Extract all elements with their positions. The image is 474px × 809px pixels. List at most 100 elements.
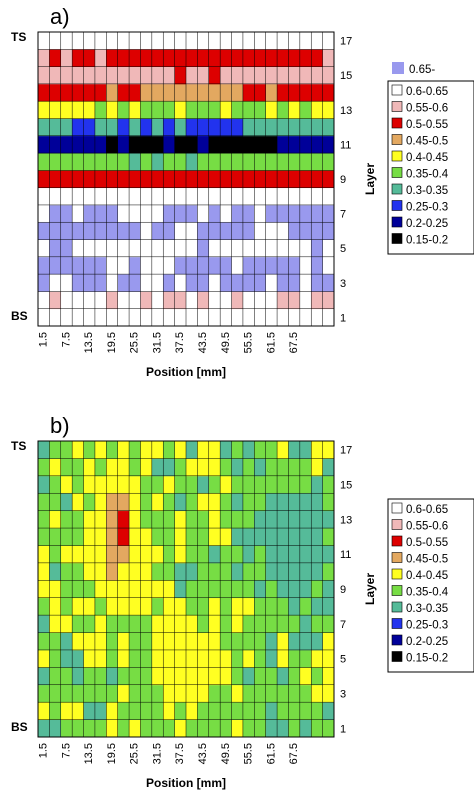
contour-cell: [117, 66, 130, 85]
contour-cell: [38, 580, 50, 599]
contour-cell: [129, 597, 141, 616]
contour-cell: [242, 274, 255, 292]
contour-cell: [72, 101, 84, 119]
legend-box: [387, 80, 474, 255]
contour-cell: [117, 615, 130, 633]
contour-cell: [163, 153, 176, 171]
contour-cell: [311, 83, 324, 102]
contour-cell: [151, 187, 164, 206]
contour-cell: [129, 702, 141, 720]
contour-cell: [311, 684, 324, 703]
contour-cell: [288, 719, 301, 738]
contour-cell: [322, 32, 335, 50]
contour-cell: [163, 528, 176, 546]
contour-cell: [94, 684, 107, 703]
contour-cell: [265, 83, 278, 102]
contour-cell: [151, 153, 164, 171]
contour-cell: [311, 32, 324, 50]
contour-cell: [242, 239, 255, 258]
contour-cell: [220, 274, 232, 292]
contour-cell: [254, 510, 267, 529]
contour-cell: [163, 256, 176, 275]
contour-cell: [151, 274, 164, 292]
contour-cell: [265, 719, 278, 738]
contour-cell: [265, 580, 278, 599]
contour-cell: [197, 187, 210, 206]
contour-cell: [299, 667, 312, 686]
contour-cell: [60, 493, 73, 512]
contour-cell: [49, 222, 62, 240]
contour-cell: [174, 475, 187, 494]
contour-cell: [83, 493, 96, 512]
contour-cell: [140, 475, 153, 494]
y-tick-label: 17: [340, 36, 352, 48]
contour-cell: [254, 719, 267, 738]
contour-cell: [208, 256, 221, 275]
contour-cell: [163, 239, 176, 258]
contour-cell: [106, 66, 119, 85]
contour-cell: [94, 528, 107, 546]
contour-cell: [208, 101, 221, 119]
contour-cell: [265, 615, 278, 633]
contour-cell: [242, 153, 255, 171]
contour-cell: [265, 684, 278, 703]
contour-cell: [38, 475, 50, 494]
contour-cell: [140, 239, 153, 258]
contour-cell: [311, 632, 324, 651]
contour-cell: [208, 649, 221, 668]
contour-cell: [94, 204, 107, 223]
contour-cell: [208, 83, 221, 102]
legend-swatch: [391, 200, 403, 211]
legend: 0.65- 0.6-0.65 0.55-0.6 0.5-0.55 0.45-0.5 0.4…: [387, 62, 474, 255]
contour-cell: [322, 597, 335, 616]
contour-cell: [208, 510, 221, 529]
contour-cell: [151, 49, 164, 67]
contour-cell: [163, 597, 176, 616]
contour-cell: [265, 528, 278, 546]
contour-cell: [83, 222, 96, 240]
contour-cell: [140, 187, 153, 206]
contour-cell: [38, 187, 50, 206]
contour-cell: [151, 719, 164, 738]
legend-swatch: [391, 233, 403, 244]
contour-cell: [322, 702, 335, 720]
contour-cell: [60, 256, 73, 275]
contour-cell: [174, 528, 187, 546]
contour-cell: [117, 719, 130, 738]
contour-cell: [38, 545, 50, 564]
contour-cell: [220, 528, 232, 546]
contour-cell: [83, 66, 96, 85]
contour-cell: [322, 308, 335, 327]
contour-cell: [163, 118, 176, 137]
contour-cell: [38, 308, 50, 327]
contour-cell: [208, 222, 221, 240]
contour-cell: [242, 719, 255, 738]
contour-cell: [117, 510, 130, 529]
contour-cell: [299, 101, 312, 119]
contour-cell: [49, 684, 62, 703]
contour-cell: [220, 170, 232, 189]
contour-cell: [265, 204, 278, 223]
contour-cell: [72, 66, 84, 85]
contour-cell: [265, 441, 278, 459]
contour-cell: [140, 580, 153, 599]
contour-cell: [322, 684, 335, 703]
contour-cell: [288, 632, 301, 651]
contour-cell: [299, 83, 312, 102]
contour-cell: [163, 170, 176, 189]
contour-cell: [117, 274, 130, 292]
contour-cell: [60, 66, 73, 85]
contour-cell: [94, 475, 107, 494]
contour-cell: [186, 649, 198, 668]
contour-cell: [299, 153, 312, 171]
contour-cell: [129, 118, 141, 137]
contour-cell: [186, 153, 198, 171]
contour-cell: [72, 528, 84, 546]
y-tick-label: 13: [340, 514, 352, 526]
contour-cell: [94, 187, 107, 206]
contour-cell: [265, 667, 278, 686]
contour-cell: [49, 135, 62, 154]
contour-cell: [83, 580, 96, 599]
contour-cell: [322, 510, 335, 529]
contour-cell: [254, 118, 267, 137]
